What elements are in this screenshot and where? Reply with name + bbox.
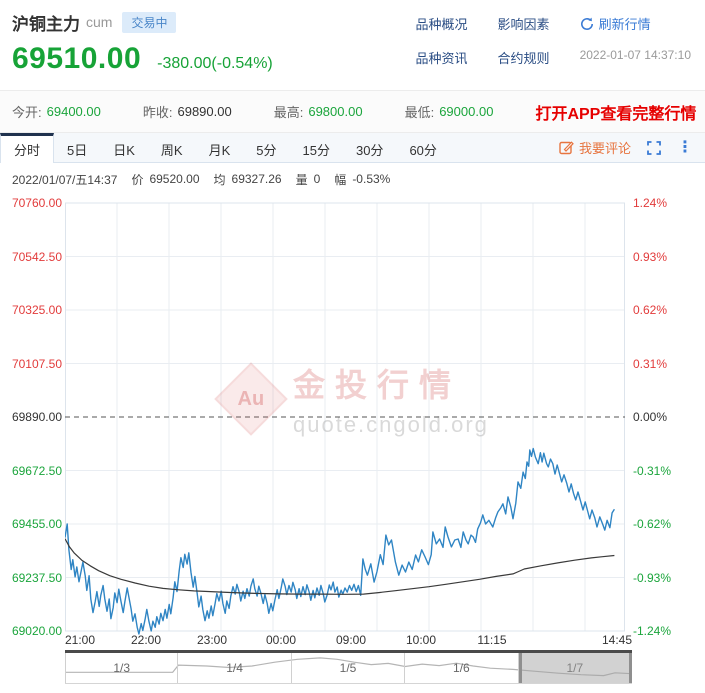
y-axis-percent-label: 1.24%: [633, 196, 668, 210]
trading-status-badge: 交易中: [122, 11, 177, 33]
y-axis-price-label: 70542.50: [11, 249, 62, 264]
y-axis-percent-label: 0.93%: [633, 249, 668, 264]
y-axis-price-label: 70325.00: [11, 303, 62, 317]
link-contract-rules[interactable]: 合约规则: [497, 51, 550, 66]
x-axis-time-label: 23:00: [196, 633, 228, 647]
period-tab-bar: 分时 5日 日K 周K 月K 5分 15分 30分 60分 我要评论 ⋮: [0, 133, 705, 163]
navigator-day-section-1-6[interactable]: 1/6: [405, 653, 519, 683]
y-axis-percent-label: -1.24%: [633, 624, 672, 638]
stat-low: 最低: 69000.00: [404, 104, 494, 120]
navigator-day-section-1-4[interactable]: 1/4: [178, 653, 292, 683]
x-axis-time-label: 14:45: [601, 633, 633, 647]
comment-button[interactable]: 我要评论: [559, 138, 631, 157]
y-axis-percent-label: -0.93%: [633, 570, 672, 585]
navigator-day-section-1-3[interactable]: 1/3: [65, 653, 179, 683]
y-axis-percent-label: 0.31%: [633, 356, 668, 371]
refresh-quotes-button[interactable]: 刷新行情: [580, 14, 691, 33]
last-price: 69510.00: [12, 42, 142, 75]
y-axis-percent-label: 0.62%: [633, 303, 668, 317]
refresh-icon: [580, 17, 594, 31]
open-app-link[interactable]: 打开APP查看完整行情: [535, 105, 697, 123]
x-axis-time-label: 09:00: [335, 633, 367, 647]
tab-5day[interactable]: 5日: [67, 142, 88, 158]
tab-monthly-k[interactable]: 月K: [208, 142, 231, 158]
link-variety-overview[interactable]: 品种概况: [415, 17, 468, 32]
y-axis-price-label: 70107.50: [11, 356, 62, 371]
stat-prev-close: 昨收: 69890.00: [142, 104, 232, 120]
link-influence-factors[interactable]: 影响因素: [497, 17, 550, 32]
y-axis-price-label: 69890.00: [11, 410, 62, 424]
tab-minute[interactable]: 分时: [0, 133, 55, 163]
tab-15min[interactable]: 15分: [302, 142, 330, 158]
link-variety-news[interactable]: 品种资讯: [415, 51, 468, 66]
y-axis-price-label: 70760.00: [11, 196, 62, 210]
y-axis-price-label: 69672.50: [11, 463, 62, 478]
info-amplitude-label: 幅: [334, 172, 347, 187]
y-axis-price-label: 69237.50: [11, 570, 62, 585]
y-axis-percent-label: -0.62%: [633, 517, 672, 531]
navigator-mini-chart: [65, 657, 632, 677]
x-axis-time-label: 22:00: [130, 633, 162, 647]
x-axis-time-label: 11:15: [477, 633, 507, 647]
tab-weekly-k[interactable]: 周K: [160, 142, 183, 158]
tab-60min[interactable]: 60分: [409, 142, 437, 158]
minute-chart[interactable]: 70760.00 1.24% 70542.50 0.93% 70325.00 0.62% 7…: [0, 195, 705, 650]
instrument-name: 沪铜主力: [12, 14, 80, 34]
info-amplitude-value: -0.53%: [352, 172, 391, 186]
y-axis-price-label: 69020.00: [11, 624, 62, 638]
stat-open: 今开: 69400.00: [12, 104, 101, 120]
header: 沪铜主力 cum 交易中 69510.00 -380.00(-0.54%) 品种…: [0, 0, 705, 90]
price-change: -380.00(-0.54%): [157, 55, 273, 72]
stat-high: 最高: 69800.00: [273, 104, 363, 120]
tab-30min[interactable]: 30分: [355, 142, 384, 158]
x-axis-time-label: 00:00: [265, 633, 297, 647]
chart-plot-area[interactable]: [65, 195, 625, 640]
stats-bar: 今开: 69400.00 昨收: 69890.00 最高: 69800.00 最…: [0, 90, 705, 133]
info-price-value: 69520.00: [149, 172, 200, 186]
info-volume-label: 量: [295, 172, 308, 187]
info-avg-value: 69327.26: [231, 172, 282, 186]
navigator-day-section-1-5[interactable]: 1/5: [292, 653, 406, 683]
y-axis-percent-label: -0.31%: [633, 463, 672, 478]
info-volume-value: 0: [313, 172, 321, 186]
quote-timestamp: 2022-01-07 14:37:10: [579, 48, 691, 62]
more-options-icon[interactable]: ⋮: [677, 138, 693, 156]
tab-daily-k[interactable]: 日K: [113, 142, 135, 158]
crosshair-info-line: 2022/01/07/五14:37 价 69520.00 均 69327.26 …: [0, 163, 705, 195]
info-avg-label: 均: [213, 172, 226, 187]
info-price-label: 价: [131, 172, 144, 187]
header-left: 沪铜主力 cum 交易中 69510.00 -380.00(-0.54%): [12, 10, 693, 76]
navigator-selected-range[interactable]: [518, 653, 632, 683]
header-menu: 品种概况 品种资讯 影响因素 合约规则 刷新行情 2022-01-07 14:3…: [416, 14, 691, 67]
y-axis-price-label: 69455.00: [11, 517, 62, 531]
x-axis-time-label: 10:00: [405, 633, 437, 647]
instrument-code: cum: [86, 14, 113, 30]
info-datetime: 2022/01/07/五14:37: [12, 172, 118, 187]
tab-5min[interactable]: 5分: [256, 142, 277, 158]
fullscreen-icon[interactable]: [647, 140, 661, 155]
edit-comment-icon: [559, 140, 574, 155]
x-axis-time-label: 21:00: [64, 633, 96, 647]
y-axis-percent-label: 0.00%: [633, 410, 668, 424]
range-navigator[interactable]: 1/3 1/4 1/5 1/6 1/7: [65, 650, 632, 684]
